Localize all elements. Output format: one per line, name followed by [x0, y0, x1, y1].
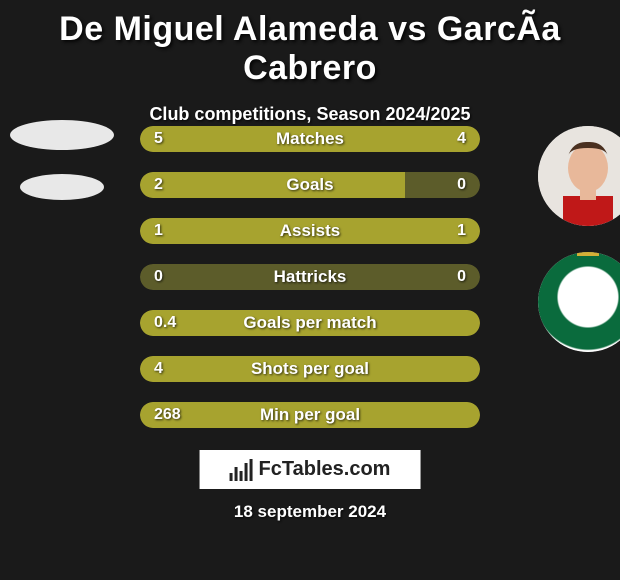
club-crest-icon: [538, 252, 620, 352]
stat-row: 268Min per goal: [140, 402, 480, 428]
stat-row: 0Hattricks0: [140, 264, 480, 290]
person-icon: [538, 126, 620, 226]
date-label: 18 september 2024: [0, 502, 620, 522]
brand-box: FcTables.com: [200, 450, 421, 489]
left-player-column: [10, 120, 114, 224]
stat-label: Assists: [140, 218, 480, 244]
stat-value-right: 1: [457, 218, 466, 244]
stat-label: Goals per match: [140, 310, 480, 336]
stat-row: 1Assists1: [140, 218, 480, 244]
stat-value-right: 4: [457, 126, 466, 152]
chart-icon: [230, 459, 253, 481]
left-club-badge: [20, 174, 104, 200]
stat-row: 5Matches4: [140, 126, 480, 152]
stat-label: Min per goal: [140, 402, 480, 428]
stats-container: 5Matches42Goals01Assists10Hattricks00.4G…: [140, 126, 480, 448]
left-player-avatar: [10, 120, 114, 150]
stat-value-right: 0: [457, 172, 466, 198]
right-player-column: [538, 126, 620, 378]
right-player-avatar: [538, 126, 620, 226]
stat-row: 0.4Goals per match: [140, 310, 480, 336]
stat-label: Hattricks: [140, 264, 480, 290]
stat-label: Shots per goal: [140, 356, 480, 382]
stat-label: Matches: [140, 126, 480, 152]
brand-text: FcTables.com: [259, 458, 391, 481]
stat-label: Goals: [140, 172, 480, 198]
page-title: De Miguel Alameda vs GarcÃ­a Cabrero: [0, 0, 620, 88]
right-club-badge: [538, 252, 620, 352]
stat-row: 2Goals0: [140, 172, 480, 198]
stat-value-right: 0: [457, 264, 466, 290]
stat-row: 4Shots per goal: [140, 356, 480, 382]
